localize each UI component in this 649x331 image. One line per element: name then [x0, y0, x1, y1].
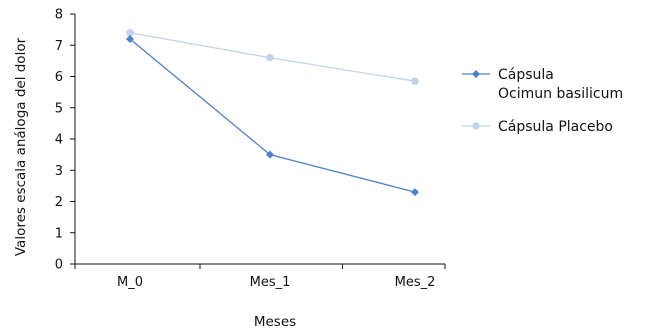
y-tick-label: 6: [55, 70, 63, 85]
x-tick-label: M_0: [117, 275, 143, 290]
data-point: [266, 53, 274, 62]
legend: Cápsula Ocimun basilicum Cápsula Placebo: [462, 67, 623, 135]
y-tick-label: 7: [55, 39, 63, 54]
series-2: [126, 28, 419, 85]
series-layer: [126, 28, 419, 197]
series-1: [126, 35, 419, 197]
legend-item-1: Cápsula Ocimun basilicum: [462, 67, 623, 102]
y-tick-label: 1: [55, 226, 63, 241]
y-tick-label: 2: [55, 195, 63, 210]
x-tick-label: Mes_1: [250, 275, 291, 290]
y-axis-title: Valores escala análoga del dolor: [13, 37, 29, 256]
legend-label: Cápsula Ocimun basilicum: [498, 67, 623, 102]
legend-item-2: Cápsula Placebo: [462, 119, 613, 135]
y-tick-label: 4: [55, 133, 63, 148]
data-point: [266, 150, 274, 159]
y-tick-label: 8: [55, 8, 63, 23]
labels-layer: Meses Valores escala análoga del dolor: [13, 37, 296, 330]
y-tick-label: 0: [55, 258, 63, 273]
y-tick-label: 5: [55, 101, 63, 116]
y-tick-label: 3: [55, 164, 63, 179]
x-axis-title: Meses: [254, 314, 296, 330]
data-point: [411, 77, 419, 85]
legend-label: Cápsula Placebo: [498, 119, 613, 135]
data-point: [411, 188, 419, 197]
x-tick-label: Mes_2: [395, 275, 436, 290]
data-point: [126, 28, 134, 37]
series-line: [129, 38, 416, 193]
legend-marker: [472, 70, 480, 78]
data-point: [126, 35, 134, 43]
legend-marker: [472, 122, 480, 130]
axes: 0 1 2 3 4 5 6 7 8 M_0 Mes_1 Mes_2: [55, 8, 446, 290]
